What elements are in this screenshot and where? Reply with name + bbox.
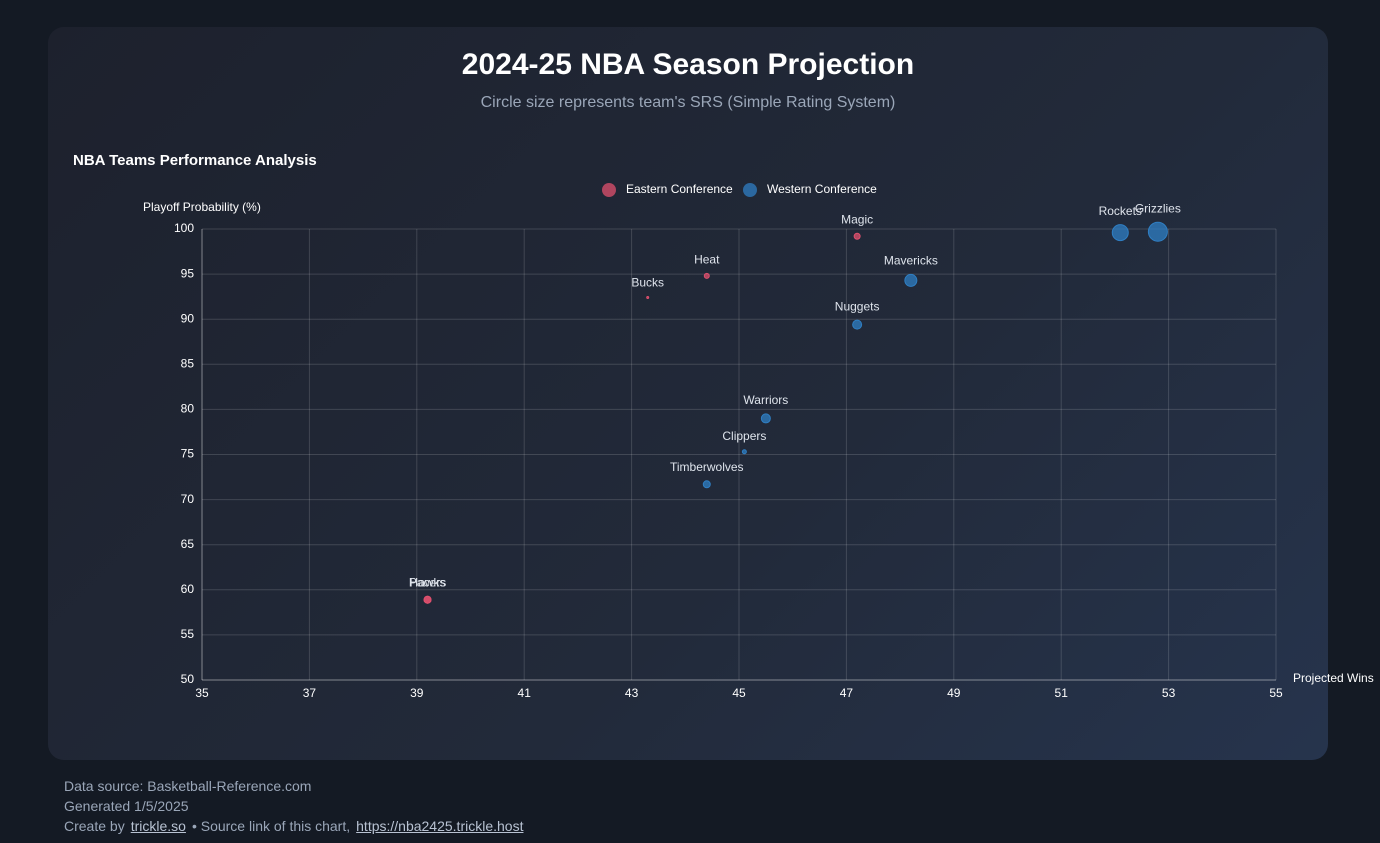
bubble [852, 319, 863, 330]
footer-credits: Create by trickle.so • Source link of this… [64, 818, 529, 834]
point-label: Warriors [743, 393, 788, 407]
legend-marker [602, 183, 616, 197]
bubble [703, 272, 710, 279]
y-tick-label: 70 [181, 492, 195, 506]
x-tick-label: 53 [1162, 686, 1176, 700]
y-tick-label: 100 [174, 221, 194, 235]
y-tick-label: 65 [181, 537, 195, 551]
x-tick-label: 45 [732, 686, 746, 700]
point-label: Hawks [410, 575, 446, 589]
page-title: 2024-25 NBA Season Projection [462, 48, 914, 81]
x-tick-label: 39 [410, 686, 424, 700]
footer-generated: Generated 1/5/2025 [64, 798, 189, 814]
bubble [423, 595, 432, 604]
card [48, 27, 1328, 760]
bubble [904, 273, 918, 287]
point-label: Grizzlies [1135, 201, 1181, 215]
point-label: Bucks [631, 276, 664, 290]
y-tick-label: 85 [181, 356, 195, 370]
y-tick-label: 55 [181, 627, 195, 641]
y-tick-label: 80 [181, 402, 195, 416]
bubble [1111, 224, 1129, 242]
x-tick-label: 51 [1055, 686, 1069, 700]
bubble [853, 232, 861, 240]
point-label: Timberwolves [670, 460, 744, 474]
y-axis-label: Playoff Probability (%) [143, 200, 261, 214]
subtitle: Circle size represents team's SRS (Simpl… [481, 94, 896, 111]
creator-link[interactable]: trickle.so [130, 818, 186, 834]
x-tick-label: 55 [1269, 686, 1283, 700]
bubble [702, 480, 711, 489]
legend-label: Western Conference [767, 182, 877, 196]
source-link-text: • Source link of this chart, [191, 818, 351, 834]
source-link[interactable]: https://nba2425.trickle.host [356, 818, 524, 834]
chart-title: NBA Teams Performance Analysis [73, 152, 317, 169]
y-tick-label: 50 [181, 672, 195, 686]
legend-label: Eastern Conference [626, 182, 733, 196]
x-tick-label: 49 [947, 686, 961, 700]
y-tick-label: 60 [181, 582, 195, 596]
create-by: Create by [64, 818, 125, 834]
bubble [760, 413, 771, 424]
x-tick-label: 35 [195, 686, 209, 700]
x-tick-label: 41 [518, 686, 532, 700]
x-tick-label: 43 [625, 686, 639, 700]
point-label: Heat [694, 253, 720, 267]
bubble [741, 449, 747, 455]
footer-source: Data source: Basketball-Reference.com [64, 778, 312, 794]
y-tick-label: 75 [181, 447, 195, 461]
x-tick-label: 37 [303, 686, 317, 700]
bubble [1147, 221, 1168, 242]
x-tick-label: 47 [840, 686, 854, 700]
bubble [646, 296, 650, 300]
point-label: Clippers [722, 429, 766, 443]
y-tick-label: 90 [181, 311, 195, 325]
legend-marker [743, 183, 757, 197]
x-axis-label: Projected Wins [1293, 671, 1374, 685]
point-label: Mavericks [884, 254, 938, 268]
point-label: Magic [841, 212, 873, 226]
y-tick-label: 95 [181, 266, 195, 280]
point-label: Rockets [1099, 204, 1142, 218]
point-label: Pacers [409, 575, 446, 589]
point-label: Nuggets [835, 299, 880, 313]
